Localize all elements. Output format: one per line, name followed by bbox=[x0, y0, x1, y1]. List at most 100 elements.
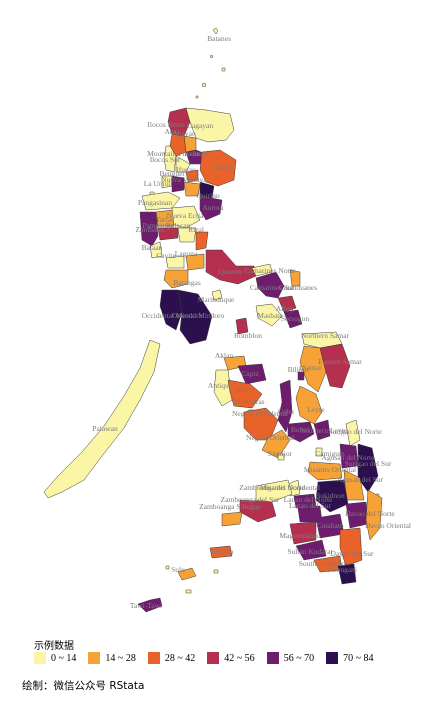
legend-swatch bbox=[147, 652, 160, 664]
province-label-agusan-del-norte: Agusan del Norte bbox=[322, 453, 376, 462]
province-label-bohol: Bohol bbox=[291, 425, 309, 434]
islet-shape bbox=[213, 569, 219, 574]
legend-label: 0 ~ 14 bbox=[51, 652, 77, 664]
legend-title: 示例数据 bbox=[34, 641, 74, 652]
province-iloilo bbox=[227, 379, 263, 409]
province-label-pangasinan: Pangasinan bbox=[138, 198, 172, 207]
province-label-rizal: Rizal bbox=[188, 225, 204, 234]
province-agusan-del-norte bbox=[339, 443, 359, 469]
province-ifugao bbox=[185, 169, 199, 183]
islet-shape bbox=[185, 589, 192, 594]
province-label-laguna: Laguna bbox=[175, 249, 198, 258]
province-label-antique: Antique bbox=[208, 381, 233, 390]
province-lanao-del-norte bbox=[293, 493, 317, 509]
province-label-pampanga: Pampanga bbox=[142, 221, 174, 230]
province-label-negros-oriental: Negros Oriental bbox=[246, 433, 294, 442]
province-label-surigao-del-norte: Surigao del Norte bbox=[328, 427, 382, 436]
province-sarangani bbox=[337, 563, 357, 585]
province-label-abra: Abra bbox=[165, 127, 181, 136]
legend-swatch bbox=[266, 652, 279, 664]
province-label-cavite: Cavite bbox=[156, 251, 176, 260]
province-eastern-samar bbox=[319, 343, 351, 389]
legend-swatch bbox=[326, 652, 339, 664]
province-pampanga bbox=[157, 227, 179, 241]
province-negros-oriental bbox=[261, 429, 291, 459]
province-label-quirino: Quirino bbox=[196, 191, 220, 200]
province-label-agusan-del-sur: Agusan del Sur bbox=[337, 475, 384, 484]
province-label-ilocos-norte: Ilocos Norte bbox=[147, 120, 185, 129]
province-label-sorsogon: Sorsogon bbox=[281, 314, 310, 323]
province-label-bataan: Bataan bbox=[142, 243, 163, 252]
province-maguindanao bbox=[289, 521, 317, 545]
province-label-tawi-tawi: Tawi-Tawi bbox=[130, 601, 162, 610]
legend: 0 ~ 14 14 ~ 28 28 ~ 42 42 ~ 56 56 ~ 70 70 ~ 8… bbox=[34, 652, 386, 664]
province-basilan bbox=[209, 545, 233, 559]
province-label-zambales: Zambales bbox=[135, 225, 164, 234]
province-surigao-del-sur bbox=[357, 443, 379, 493]
province-cebu bbox=[277, 379, 293, 433]
province-antique bbox=[213, 369, 233, 407]
province-label-benguet: Benguet bbox=[160, 169, 186, 178]
province-davao-del-sur bbox=[339, 527, 363, 567]
province-misamis-oriental bbox=[307, 461, 343, 481]
province-capiz bbox=[237, 363, 267, 385]
province-label-iloilo: Iloilo bbox=[236, 385, 252, 394]
province-label-aklan: Aklan bbox=[215, 351, 234, 360]
province-label-masbate: Masbate bbox=[257, 311, 283, 320]
province-nueva-vizcaya bbox=[183, 181, 201, 197]
legend-label: 14 ~ 28 bbox=[105, 652, 136, 664]
province-label-oriental-mindoro: Oriental Mindoro bbox=[172, 311, 225, 320]
province-label-occidental-mindoro: Occidental Mindoro bbox=[142, 311, 203, 320]
province-masbate bbox=[255, 303, 283, 327]
province-label-kalinga: Kalinga bbox=[184, 149, 208, 158]
province-tarlac bbox=[155, 209, 175, 227]
province-zamboanga-del-sur bbox=[239, 499, 277, 523]
province-catanduanes bbox=[289, 269, 301, 287]
province-sulu bbox=[177, 567, 197, 581]
province-aurora bbox=[199, 195, 223, 221]
legend-swatch bbox=[207, 652, 220, 664]
province-biliran bbox=[297, 371, 305, 381]
province-label-surigao-del-sur: Surigao del Sur bbox=[345, 459, 392, 468]
province-label-cebu: Cebu bbox=[278, 407, 294, 416]
legend-item: 0 ~ 14 bbox=[34, 652, 76, 664]
province-label-ilocos-sur: Ilocos Sur bbox=[150, 155, 181, 164]
province-label-zamboanga-del-norte: Zamboanga del Norte bbox=[239, 483, 305, 492]
province-label-biliran: Biliran bbox=[288, 365, 309, 374]
legend-label: 28 ~ 42 bbox=[164, 652, 196, 664]
province-label-zamboanga-sibugay: Zamboanga Sibugay bbox=[199, 502, 261, 511]
province-label-sarangani: Sarangani bbox=[327, 565, 357, 574]
province-label-albay: Albay bbox=[276, 304, 295, 313]
province-label-palawan: Palawan bbox=[92, 424, 118, 433]
province-bulacan bbox=[177, 227, 197, 243]
province-benguet bbox=[171, 175, 185, 193]
province-label-southern-leyte: Southern Leyte bbox=[301, 426, 348, 435]
province-zamboanga-sibugay bbox=[221, 511, 243, 527]
province-palawan bbox=[43, 339, 161, 499]
province-label-ifugao: Ifugao bbox=[176, 165, 196, 174]
province-label-camiguin: Camiguin bbox=[315, 449, 345, 458]
legend-swatch bbox=[88, 652, 101, 664]
province-label-nueva-vizcaya: Nueva Vizcaya bbox=[161, 175, 207, 184]
province-label-tarlac: Tarlac bbox=[156, 215, 175, 224]
islet-shape bbox=[201, 82, 207, 88]
province-davao-oriental bbox=[365, 489, 383, 541]
province-batanes bbox=[209, 27, 219, 59]
province-siquijor bbox=[277, 453, 285, 461]
province-marinduque bbox=[211, 289, 223, 301]
province-label-negros-occidental: Negros Occidental bbox=[232, 409, 288, 418]
province-batangas bbox=[163, 269, 189, 289]
province-label-marinduque: Marinduque bbox=[198, 295, 235, 304]
province-label-maguindanao: Maguindanao bbox=[279, 531, 320, 540]
province-label-davao-oriental: Davao Oriental bbox=[365, 521, 411, 530]
caption: 绘制：微信公众号 RStata bbox=[22, 680, 145, 692]
province-zambales bbox=[139, 211, 159, 247]
legend-swatch bbox=[34, 652, 46, 664]
province-label-batangas: Batangas bbox=[173, 278, 201, 287]
province-label-nueva-ecija: Nueva Ecija bbox=[167, 211, 205, 220]
province-label-isabela: Isabela bbox=[213, 163, 235, 172]
province-label-sultan-kudarat: Sultan Kudarat bbox=[287, 547, 333, 556]
province-label-bukidnon: Bukidnon bbox=[315, 491, 345, 500]
legend-label: 42 ~ 56 bbox=[224, 652, 255, 664]
